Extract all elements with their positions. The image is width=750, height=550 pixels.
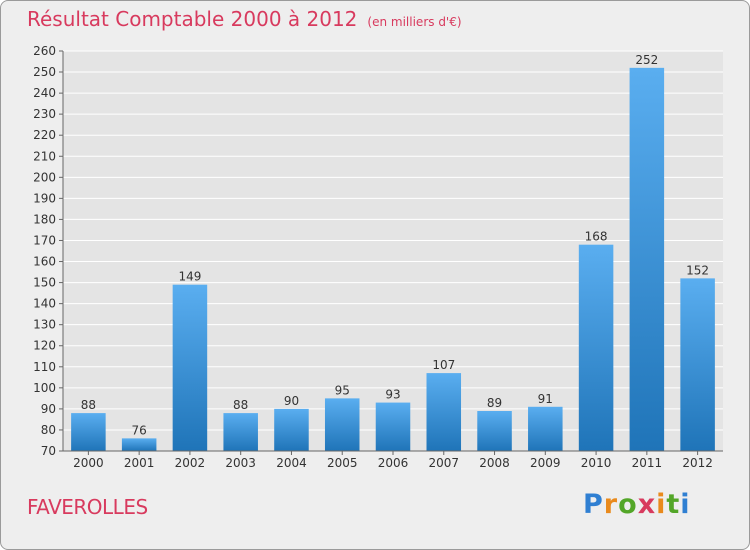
y-tick-label: 260 — [33, 44, 56, 58]
y-tick-label: 230 — [33, 107, 56, 121]
y-tick-label: 220 — [33, 128, 56, 142]
y-tick-label: 90 — [41, 402, 56, 416]
chart-title: Résultat Comptable 2000 à 2012 (en millie… — [27, 7, 462, 31]
data-label-2005: 95 — [335, 383, 350, 397]
data-label-2000: 88 — [81, 398, 96, 412]
y-tick-label: 170 — [33, 233, 56, 247]
y-tick-label: 190 — [33, 191, 56, 205]
y-tick-label: 160 — [33, 255, 56, 269]
data-label-2002: 149 — [178, 270, 201, 284]
x-tick-label-2006: 2006 — [378, 456, 409, 470]
y-axis: 70 80 90 100 110 120 130 140 150 160 170 180 190 200 2… — [33, 44, 64, 458]
x-tick-label-2007: 2007 — [428, 456, 459, 470]
data-label-2006: 93 — [385, 388, 400, 402]
y-tick-label: 130 — [33, 318, 56, 332]
data-label-2009: 91 — [538, 392, 553, 406]
x-tick-label-2012: 2012 — [682, 456, 713, 470]
bar-2012 — [680, 278, 715, 451]
data-label-2011: 252 — [635, 53, 658, 67]
bar-2010 — [578, 244, 614, 451]
x-tick-label-2000: 2000 — [73, 456, 104, 470]
y-tick-label: 120 — [33, 339, 56, 353]
bar-2011 — [629, 67, 665, 451]
data-label-2010: 168 — [585, 230, 608, 244]
bar-2002 — [172, 284, 208, 451]
y-tick-label: 110 — [33, 360, 56, 374]
proxiti-logo: Proxiti — [583, 489, 691, 520]
x-tick-label-2001: 2001 — [124, 456, 155, 470]
x-tick-label-2010: 2010 — [581, 456, 612, 470]
title-text: Résultat Comptable 2000 à 2012 — [27, 7, 358, 31]
bar-2007 — [426, 373, 462, 451]
x-tick-label-2011: 2011 — [632, 456, 663, 470]
chart-subtitle: (en milliers d'€) — [367, 15, 462, 29]
y-tick-label: 250 — [33, 65, 56, 79]
y-tick-label: 100 — [33, 381, 56, 395]
data-labels: 88 76 149 88 90 95 93 107 89 91 168 252 152 — [81, 53, 709, 438]
bar-2009 — [528, 406, 563, 451]
y-tick-label: 70 — [41, 444, 56, 458]
bars — [71, 67, 715, 451]
location-label: FAVEROLLES — [27, 495, 148, 519]
y-tick-label: 80 — [41, 423, 56, 437]
x-axis: 2000 2001 2002 2003 2004 2005 2006 2007 2008 2009… — [63, 450, 723, 470]
data-label-2003: 88 — [233, 398, 248, 412]
bar-2003 — [223, 413, 258, 451]
y-tick-label: 180 — [33, 212, 56, 226]
data-label-2004: 90 — [284, 394, 299, 408]
bar-2001 — [121, 438, 157, 451]
y-tick-label: 210 — [33, 149, 56, 163]
x-tick-label-2005: 2005 — [327, 456, 358, 470]
y-tick-label: 240 — [33, 86, 56, 100]
x-tick-label-2004: 2004 — [276, 456, 307, 470]
data-label-2007: 107 — [432, 358, 455, 372]
bar-2000 — [71, 413, 106, 451]
y-tick-label: 200 — [33, 170, 56, 184]
data-label-2001: 76 — [132, 423, 147, 437]
x-tick-label-2009: 2009 — [530, 456, 561, 470]
data-label-2008: 89 — [487, 396, 502, 410]
y-tick-label: 140 — [33, 297, 56, 311]
bar-2005 — [324, 398, 360, 451]
bar-2006 — [375, 402, 411, 451]
data-label-2012: 152 — [686, 263, 709, 277]
x-tick-label-2003: 2003 — [225, 456, 256, 470]
x-tick-label-2002: 2002 — [175, 456, 206, 470]
bar-2008 — [477, 411, 512, 451]
y-tick-label: 150 — [33, 276, 56, 290]
x-tick-label-2008: 2008 — [479, 456, 510, 470]
bar-2004 — [274, 408, 309, 451]
